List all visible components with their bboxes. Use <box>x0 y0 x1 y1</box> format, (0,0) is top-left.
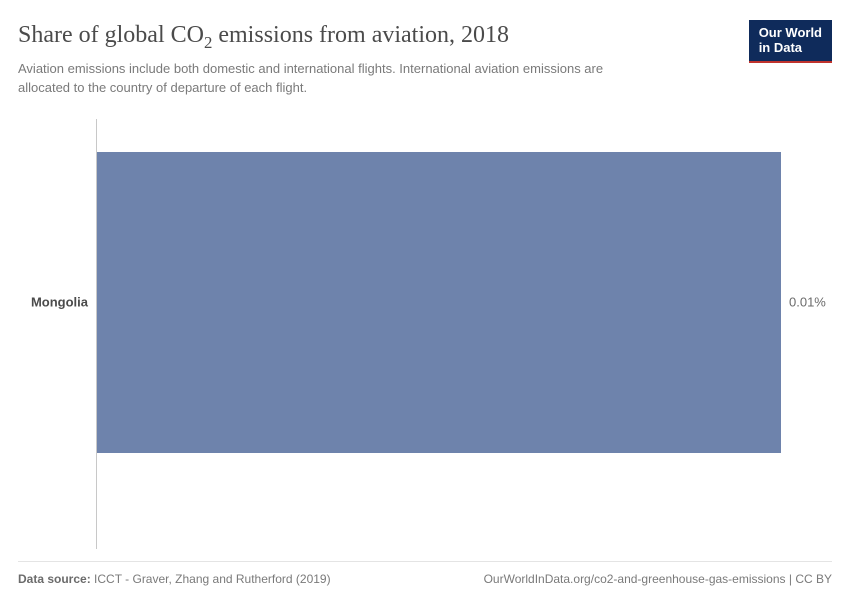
owid-logo[interactable]: Our World in Data <box>749 20 832 63</box>
footer: Data source: ICCT - Graver, Zhang and Ru… <box>18 561 832 600</box>
bar[interactable] <box>97 152 781 453</box>
category-label: Mongolia <box>18 295 88 310</box>
footer-link-block: OurWorldInData.org/co2-and-greenhouse-ga… <box>484 572 832 586</box>
footer-link[interactable]: OurWorldInData.org/co2-and-greenhouse-ga… <box>484 572 786 586</box>
chart-subtitle: Aviation emissions include both domestic… <box>18 60 658 98</box>
header: Share of global CO2 emissions from aviat… <box>18 20 832 97</box>
chart-title: Share of global CO2 emissions from aviat… <box>18 20 729 54</box>
value-label: 0.01% <box>789 295 826 310</box>
title-block: Share of global CO2 emissions from aviat… <box>18 20 749 97</box>
footer-license: CC BY <box>795 572 832 586</box>
chart-plot-area: Mongolia 0.01% <box>18 119 832 547</box>
data-source: Data source: ICCT - Graver, Zhang and Ru… <box>18 572 331 586</box>
title-post: emissions from aviation, 2018 <box>212 22 509 48</box>
title-pre: Share of global CO <box>18 22 204 48</box>
data-source-label: Data source: <box>18 572 91 586</box>
data-source-text: ICCT - Graver, Zhang and Rutherford (201… <box>91 572 331 586</box>
